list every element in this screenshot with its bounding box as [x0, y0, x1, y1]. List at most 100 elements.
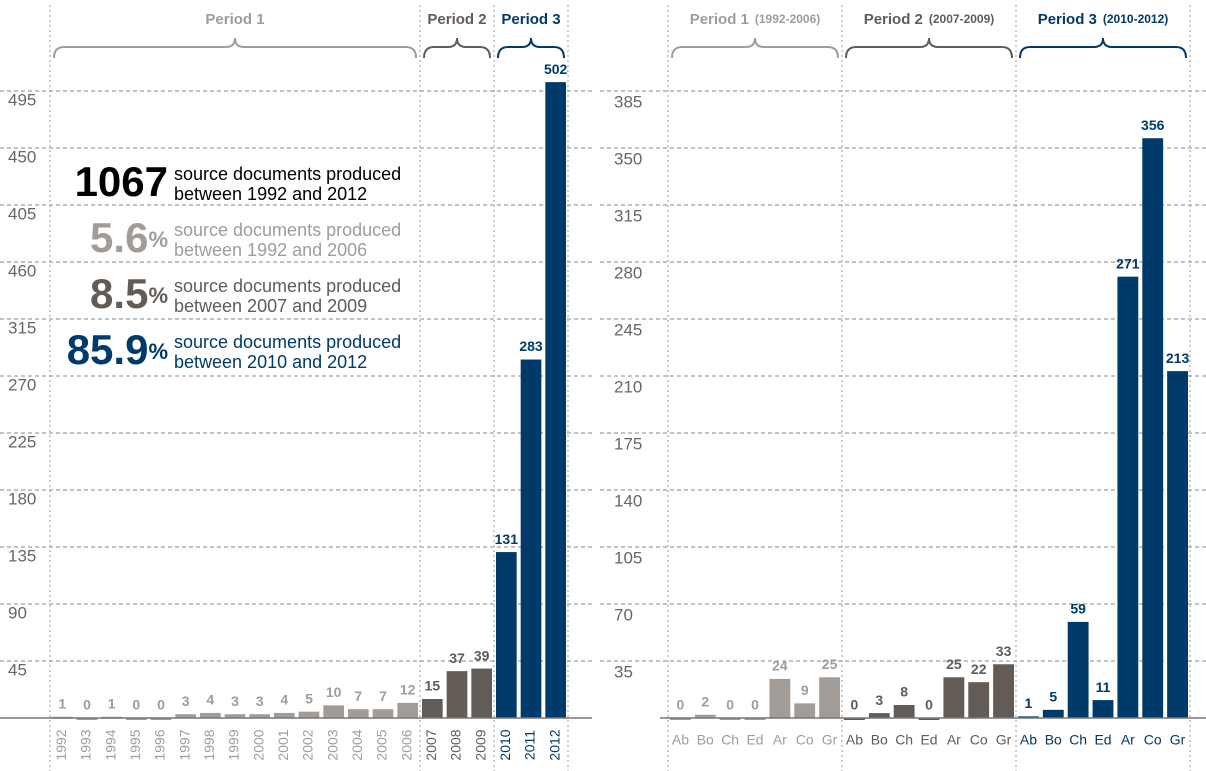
- bar: [76, 718, 98, 720]
- x-tick-label: Ed: [920, 732, 937, 748]
- stat-number: 5.6: [90, 214, 148, 261]
- y-tick-label: 385: [614, 92, 642, 111]
- y-tick-label: 350: [614, 149, 642, 168]
- x-tick-label: Ab: [672, 732, 689, 748]
- x-tick-label: Ab: [846, 732, 863, 748]
- x-tick-label: Gr: [1170, 732, 1186, 748]
- value-label: 10: [326, 684, 342, 700]
- bar: [323, 705, 344, 718]
- bar: [868, 713, 890, 718]
- stat-line2: between 1992 and 2006: [174, 240, 367, 260]
- value-label: 1: [58, 695, 66, 711]
- y-tick-label: 35: [614, 662, 633, 681]
- value-label: 33: [996, 643, 1012, 659]
- bar: [348, 709, 369, 718]
- bar: [422, 699, 443, 718]
- stat-unit: %: [148, 339, 168, 364]
- x-tick-label: 2005: [374, 729, 390, 760]
- bar: [446, 671, 468, 718]
- value-label: 0: [726, 697, 734, 713]
- bar: [918, 718, 940, 720]
- x-tick-label: 1999: [226, 729, 242, 760]
- y-tick-label: 175: [614, 434, 642, 453]
- bar: [968, 682, 990, 718]
- bar: [844, 718, 865, 720]
- period-label: Period 3 (2010-2012): [1038, 11, 1169, 28]
- x-tick-label: 2002: [300, 729, 316, 760]
- period-note: (1992-2006): [755, 12, 820, 26]
- y-tick-label: 210: [614, 377, 642, 396]
- value-label: 271: [1116, 255, 1140, 271]
- bar: [1067, 621, 1089, 718]
- value-label: 0: [925, 697, 933, 713]
- bar: [249, 714, 270, 718]
- stat-figure: 1067: [75, 158, 168, 205]
- value-label: 131: [495, 531, 519, 547]
- value-label: 213: [1166, 350, 1190, 366]
- brace: [671, 37, 839, 59]
- y-tick-label: 180: [8, 489, 36, 508]
- bar: [893, 704, 915, 718]
- period-note: (2010-2012): [1103, 12, 1168, 26]
- value-label: 3: [875, 692, 883, 708]
- x-tick-label: Bo: [697, 732, 714, 748]
- x-tick-label: 2003: [324, 729, 340, 760]
- stat-number: 8.5: [90, 270, 148, 317]
- x-tick-label: Co: [796, 732, 814, 748]
- value-label: 1: [1025, 695, 1033, 711]
- bar: [1142, 138, 1164, 718]
- value-label: 0: [751, 697, 759, 713]
- value-label: 22: [971, 661, 987, 677]
- x-tick-label: 1998: [201, 729, 217, 760]
- x-tick-label: 1992: [53, 729, 69, 760]
- y-tick-label: 315: [8, 318, 36, 337]
- value-label: 39: [474, 647, 490, 663]
- y-tick-label: 135: [8, 546, 36, 565]
- x-tick-label: Ed: [1094, 732, 1111, 748]
- value-label: 1: [108, 695, 116, 711]
- y-tick-label: 140: [614, 491, 642, 510]
- value-label: 5: [1049, 689, 1057, 705]
- bar: [397, 702, 418, 718]
- brace: [423, 37, 491, 59]
- x-tick-label: Bo: [1045, 732, 1062, 748]
- bar: [520, 359, 542, 718]
- stat-line1: source documents produced: [174, 332, 401, 352]
- value-label: 15: [425, 678, 441, 694]
- value-label: 9: [801, 682, 809, 698]
- bar: [224, 714, 246, 718]
- bar: [200, 712, 221, 718]
- x-tick-label: 1997: [176, 729, 192, 760]
- y-tick-label: 405: [8, 204, 36, 223]
- stat-line1: source documents produced: [174, 276, 401, 296]
- value-label: 3: [182, 693, 190, 709]
- period-name: Period 1: [205, 11, 264, 28]
- period-note: (2007-2009): [929, 12, 994, 26]
- value-label: 4: [280, 692, 288, 708]
- bar: [670, 718, 691, 720]
- value-label: 0: [132, 697, 140, 713]
- value-label: 5: [305, 690, 313, 706]
- value-label: 3: [231, 693, 239, 709]
- period-name: Period 3: [1038, 11, 1097, 28]
- value-label: 7: [354, 688, 362, 704]
- x-tick-label: Ch: [1069, 732, 1087, 748]
- y-tick-label: 270: [8, 375, 36, 394]
- bar: [1117, 276, 1139, 718]
- period-name: Period 3: [501, 11, 560, 28]
- bar: [1092, 700, 1114, 718]
- x-tick-label: 2008: [448, 729, 464, 760]
- stat-line2: between 2007 and 2009: [174, 296, 367, 316]
- value-label: 0: [851, 697, 859, 713]
- brace: [1019, 37, 1187, 59]
- period-label: Period 1: [205, 11, 264, 28]
- bar: [274, 712, 295, 718]
- value-label: 11: [1096, 679, 1111, 695]
- period-label: Period 3: [501, 11, 560, 28]
- period-label: Period 2 (2007-2009): [864, 11, 995, 28]
- stat-unit: %: [148, 283, 168, 308]
- period-name: Period 2: [427, 11, 486, 28]
- x-tick-label: 2001: [275, 729, 291, 760]
- x-tick-label: 2012: [546, 729, 562, 760]
